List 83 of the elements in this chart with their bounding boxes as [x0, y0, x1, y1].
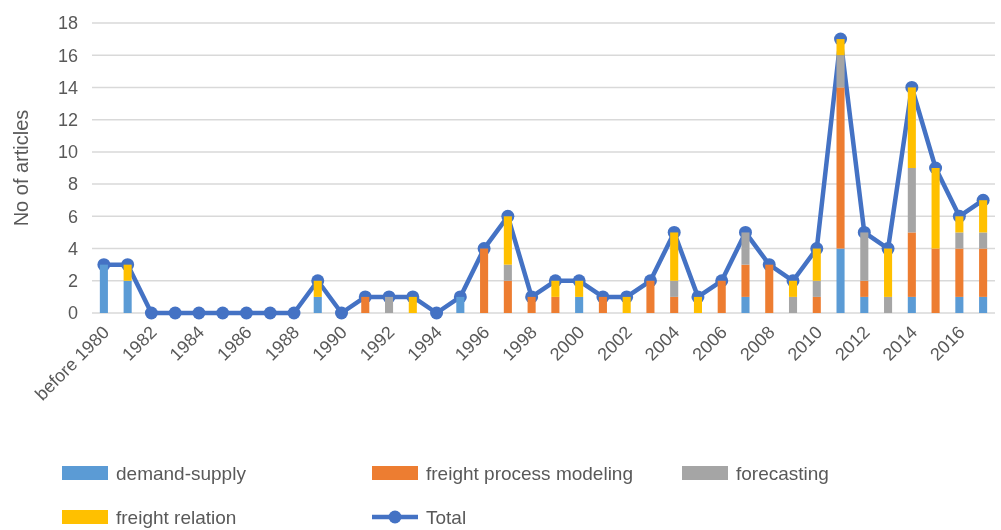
bar	[551, 296, 560, 313]
bar	[979, 232, 988, 249]
bar	[955, 248, 964, 297]
y-tick-label: 14	[57, 77, 78, 98]
legend-label: freight process modeling	[426, 462, 633, 484]
bar	[670, 280, 679, 297]
y-tick-label: 0	[67, 303, 78, 324]
bar	[408, 296, 417, 313]
bar	[884, 248, 893, 297]
bar	[123, 280, 132, 313]
y-tick-label: 2	[67, 271, 78, 292]
y-tick-label: 6	[67, 206, 78, 227]
bar	[955, 296, 964, 313]
bar	[456, 296, 465, 313]
bar	[979, 200, 988, 233]
bar	[907, 296, 916, 313]
bar	[860, 232, 869, 281]
point	[335, 306, 349, 320]
bar	[313, 296, 322, 313]
bar	[860, 280, 869, 297]
legend-label: demand-supply	[116, 462, 247, 484]
bar	[99, 264, 108, 313]
bar	[931, 168, 940, 249]
bar	[955, 232, 964, 249]
bar	[575, 296, 584, 313]
bar	[788, 280, 798, 297]
bar	[741, 296, 750, 313]
bar	[480, 248, 489, 313]
bar	[788, 296, 798, 313]
legend-label: Total	[426, 506, 467, 528]
point	[168, 306, 182, 320]
legend-label: freight relation	[116, 506, 237, 528]
bar	[598, 296, 607, 313]
bar	[693, 296, 702, 313]
point	[216, 306, 230, 320]
bar	[907, 168, 916, 233]
y-tick-label: 16	[57, 45, 78, 66]
bar	[503, 264, 512, 281]
y-tick-label: 18	[57, 13, 78, 34]
y-tick-label: 10	[57, 142, 78, 163]
bar	[527, 296, 536, 313]
bar	[646, 280, 655, 313]
bar	[979, 248, 988, 297]
bar	[955, 216, 964, 233]
y-axis-title: No of articles	[10, 109, 32, 227]
bar	[741, 232, 750, 265]
bar	[836, 39, 845, 56]
bar	[551, 280, 560, 297]
bar	[836, 248, 845, 313]
bar	[812, 280, 821, 297]
bar	[836, 87, 845, 249]
bar	[575, 280, 584, 297]
bar	[741, 264, 750, 297]
bar	[836, 55, 845, 88]
bar	[931, 248, 940, 313]
point	[263, 306, 277, 320]
point	[144, 306, 158, 320]
bar	[622, 296, 631, 313]
bar	[907, 232, 916, 297]
bar	[812, 296, 821, 313]
bar	[503, 280, 512, 313]
bar	[670, 296, 679, 313]
point	[287, 306, 301, 320]
y-tick-label: 4	[67, 238, 78, 259]
bar	[979, 296, 988, 313]
bar	[884, 296, 893, 313]
bar	[670, 232, 679, 281]
bar	[123, 264, 132, 281]
bar	[313, 280, 322, 297]
bar	[765, 264, 774, 313]
bar	[860, 296, 869, 313]
bar	[361, 296, 370, 313]
bar	[385, 296, 394, 313]
bar	[907, 87, 916, 168]
bar	[812, 248, 821, 281]
legend-label: forecasting	[736, 462, 829, 484]
y-tick-label: 8	[67, 174, 78, 195]
point	[239, 306, 253, 320]
y-tick-label: 12	[57, 109, 78, 130]
bar	[717, 280, 726, 313]
bar	[503, 216, 512, 265]
point	[192, 306, 206, 320]
point	[430, 306, 444, 320]
